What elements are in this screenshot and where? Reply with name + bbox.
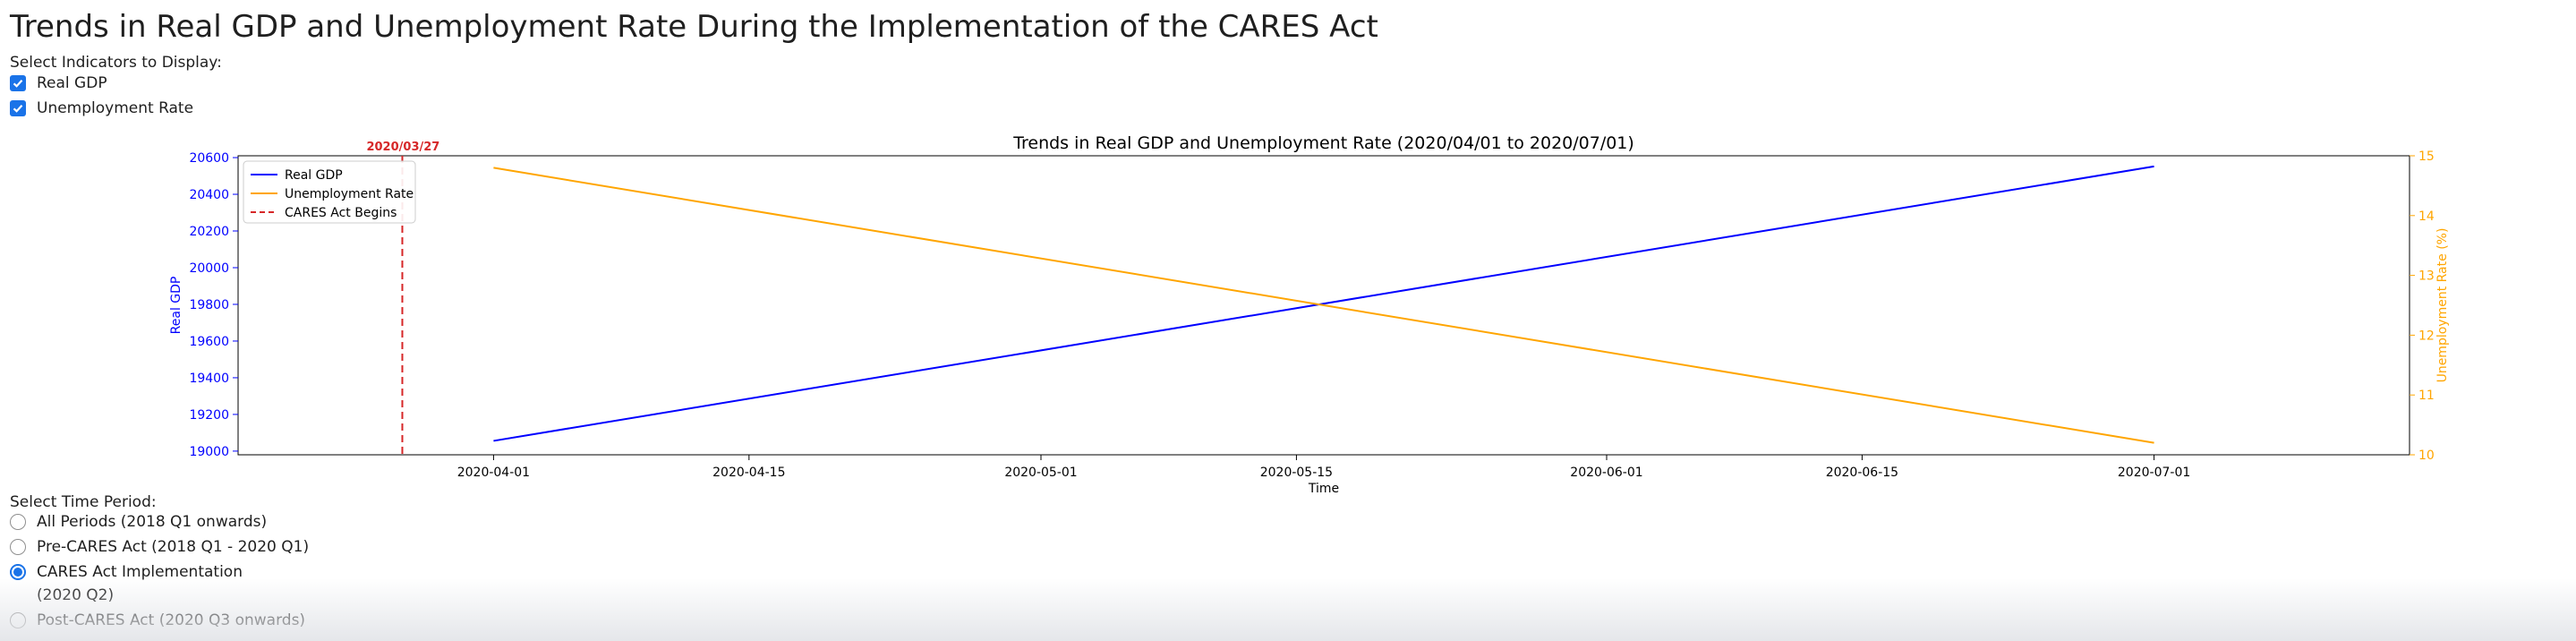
legend-cares-act-begins-label: CARES Act Begins (285, 206, 397, 220)
x-tick-label: 2020-06-01 (1570, 466, 1642, 480)
y-tick-label: 20400 (189, 188, 229, 202)
series-line-unemployment-rate (493, 167, 2154, 444)
radio-label-all-periods: All Periods (2018 Q1 onwards) (37, 513, 268, 531)
y2-tick-label: 12 (2418, 329, 2435, 343)
legend-unemployment-rate-label: Unemployment Rate (285, 187, 414, 201)
y-tick-label: 20200 (189, 225, 229, 239)
y2-tick-label: 13 (2418, 269, 2435, 284)
time-period-label: Select Time Period: (10, 493, 157, 511)
y-tick-label: 19800 (189, 298, 229, 312)
checkbox-label-unemployment-rate: Unemployment Rate (37, 99, 194, 117)
radio-label-pre-cares: Pre-CARES Act (2018 Q1 - 2020 Q1) (37, 538, 310, 556)
legend-box (243, 160, 416, 224)
y-tick-label: 19000 (189, 445, 229, 459)
radio-selected-icon[interactable] (10, 564, 26, 580)
x-tick-label: 2020-05-15 (1260, 466, 1333, 480)
y2-tick-label: 11 (2418, 389, 2435, 403)
y-tick-label: 20600 (189, 151, 229, 166)
radio-cares-implementation[interactable]: CARES Act Implementation (2020 Q2) (10, 560, 274, 607)
y2-tick-label: 14 (2418, 209, 2435, 224)
checkbox-checked-icon[interactable] (10, 75, 26, 91)
radio-unchecked-icon[interactable] (10, 514, 26, 530)
x-tick-label: 2020-07-01 (2118, 466, 2190, 480)
checkbox-label-real-gdp: Real GDP (37, 74, 107, 92)
radio-label-post-cares: Post-CARES Act (2020 Q3 onwards) (37, 611, 306, 629)
radio-all-periods[interactable]: All Periods (2018 Q1 onwards) (10, 510, 267, 534)
x-tick-label: 2020-05-01 (1004, 466, 1077, 480)
y2-tick-label: 10 (2418, 449, 2435, 463)
legend-real-gdp-label: Real GDP (285, 168, 343, 183)
radio-unchecked-icon[interactable] (10, 539, 26, 555)
indicators-label: Select Indicators to Display: (10, 54, 222, 72)
cares-act-marker-label: 2020/03/27 (366, 141, 439, 154)
checkbox-checked-icon[interactable] (10, 100, 26, 116)
chart-title: Trends in Real GDP and Unemployment Rate… (1012, 133, 1634, 153)
radio-label-cares-implementation: CARES Act Implementation (2020 Q2) (37, 563, 243, 604)
y-tick-label: 20000 (189, 261, 229, 276)
checkbox-real-gdp[interactable]: Real GDP (10, 73, 107, 93)
dual-axis-line-chart: Trends in Real GDP and Unemployment Rate… (169, 133, 2450, 494)
x-tick-label: 2020-04-01 (457, 466, 530, 480)
x-axis-label: Time (1308, 482, 1339, 494)
y-tick-label: 19400 (189, 372, 229, 386)
radio-pre-cares[interactable]: Pre-CARES Act (2018 Q1 - 2020 Q1) (10, 535, 309, 559)
y-tick-label: 19200 (189, 408, 229, 423)
x-tick-label: 2020-06-15 (1826, 466, 1898, 480)
series-line-real-gdp (493, 165, 2154, 442)
y-axis-label: Real GDP (169, 277, 183, 335)
y-tick-label: 19600 (189, 335, 229, 349)
y2-tick-label: 15 (2418, 150, 2435, 164)
x-tick-label: 2020-04-15 (712, 466, 785, 480)
radio-post-cares[interactable]: Post-CARES Act (2020 Q3 onwards) (10, 609, 305, 632)
plot-frame (237, 155, 2410, 456)
radio-unchecked-icon[interactable] (10, 612, 26, 628)
checkbox-unemployment-rate[interactable]: Unemployment Rate (10, 98, 193, 118)
bottom-shade (0, 578, 2576, 641)
y2-axis-label: Unemployment Rate (%) (2435, 228, 2450, 383)
page-title: Trends in Real GDP and Unemployment Rate… (10, 9, 1378, 45)
